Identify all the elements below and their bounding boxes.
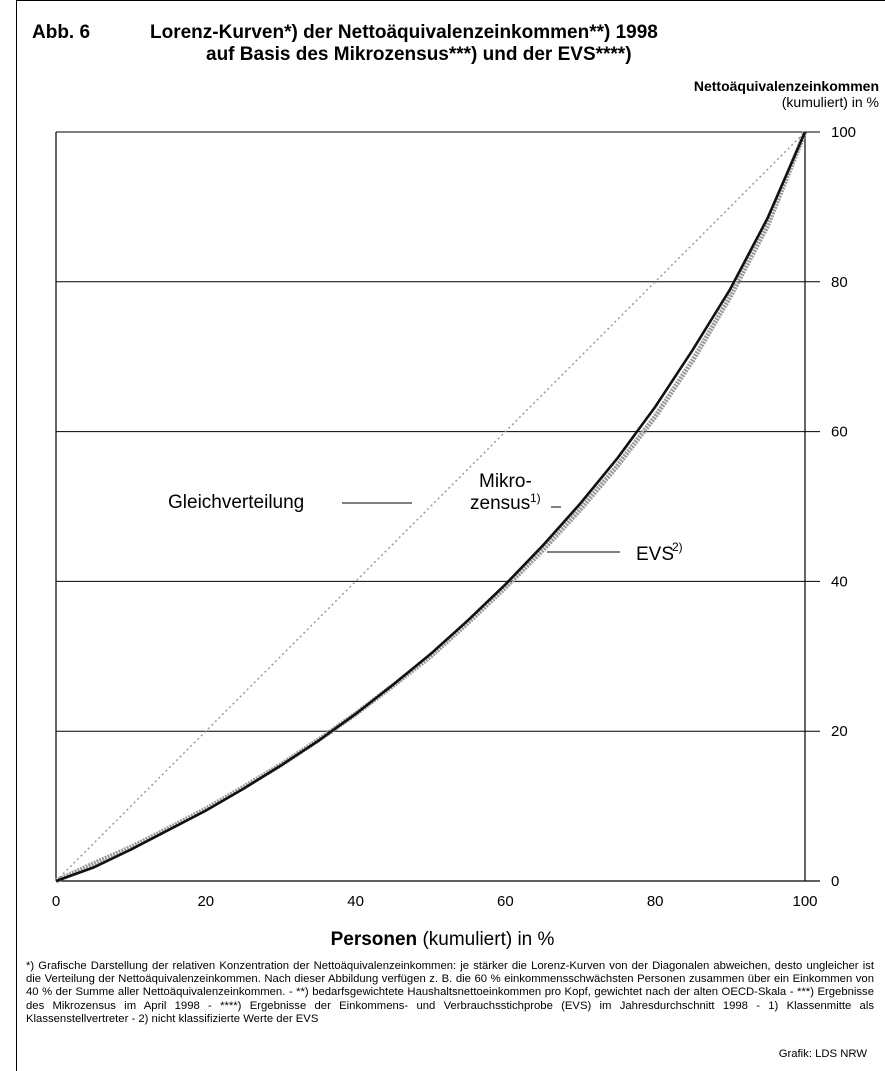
y-tick-label-40: 40 bbox=[831, 573, 848, 590]
series-layer bbox=[54, 131, 808, 884]
x-tick-label-0: 0 bbox=[52, 893, 60, 910]
y-tick-label-80: 80 bbox=[831, 274, 848, 291]
x-tick-label-80: 80 bbox=[647, 893, 664, 910]
x-tick-label-40: 40 bbox=[347, 893, 364, 910]
label-mikrozensus-sup: 1) bbox=[530, 491, 541, 505]
label-evs: EVS bbox=[636, 544, 674, 565]
y-tick-label-100: 100 bbox=[831, 124, 856, 141]
label-evs-sup: 2) bbox=[672, 540, 683, 554]
y-tick-label-0: 0 bbox=[831, 873, 839, 890]
y-tick-label-20: 20 bbox=[831, 723, 848, 740]
figure-frame bbox=[16, 0, 885, 1071]
y-axis-label: Nettoäquivalenzeinkommen bbox=[693, 78, 879, 94]
series-line-gleichverteilung bbox=[55, 131, 806, 882]
chart-title-line2: auf Basis des Mikrozensus***) und der EV… bbox=[206, 44, 632, 65]
tick-layer: 0 20 40 60 80 100 0 20 40 60 80 100 bbox=[52, 124, 856, 910]
lorenz-chart: 0 20 40 60 80 100 0 20 40 60 80 100 Gleichverteilun… bbox=[52, 124, 856, 910]
series-line-mikrozensus bbox=[55, 131, 807, 883]
y-tick-label-60: 60 bbox=[831, 424, 848, 441]
y-axis-unit: (kumuliert) in % bbox=[781, 94, 879, 110]
credit: Grafik: LDS NRW bbox=[778, 1048, 867, 1060]
series-line-evs bbox=[54, 131, 808, 884]
label-mikrozensus-line2: zensus bbox=[470, 493, 530, 514]
footnote: *) Grafische Darstellung der relativen K… bbox=[26, 960, 874, 1025]
x-axis-label-rest: (kumuliert) in % bbox=[417, 929, 555, 950]
x-axis-label-bold: Personen bbox=[330, 929, 418, 950]
x-tick-label-60: 60 bbox=[497, 893, 514, 910]
label-mikrozensus-line1: Mikro- bbox=[479, 471, 532, 492]
label-gleichverteilung: Gleichverteilung bbox=[168, 492, 304, 513]
x-tick-label-20: 20 bbox=[197, 893, 214, 910]
x-tick-label-100: 100 bbox=[792, 893, 817, 910]
figure-label: Abb. 6 bbox=[32, 22, 91, 43]
chart-title-line1: Lorenz-Kurven*) der Nettoäquivalenzeinko… bbox=[150, 22, 658, 43]
x-axis-label: Personen (kumuliert) in % bbox=[0, 929, 885, 951]
grid-layer bbox=[55, 131, 820, 882]
